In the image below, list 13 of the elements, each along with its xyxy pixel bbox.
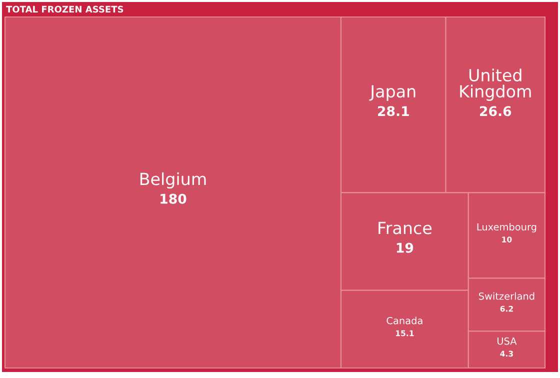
category-label: USA — [497, 337, 517, 345]
category-label: France — [378, 222, 432, 234]
category-label: Switzerland — [478, 292, 534, 300]
data-label: 26.6 — [480, 106, 512, 116]
category-label: Canada — [386, 316, 422, 324]
data-label: 180 — [160, 194, 186, 204]
category-label: Japan — [369, 85, 416, 101]
category-label: Luxembourg — [477, 223, 536, 232]
category-label: United Kingdom — [460, 68, 531, 101]
data-label: 28.1 — [378, 106, 409, 116]
category-label: Belgium — [140, 172, 206, 188]
data-label: 19 — [396, 242, 414, 253]
text: TOTAL FROZEN ASSETS — [6, 6, 124, 13]
